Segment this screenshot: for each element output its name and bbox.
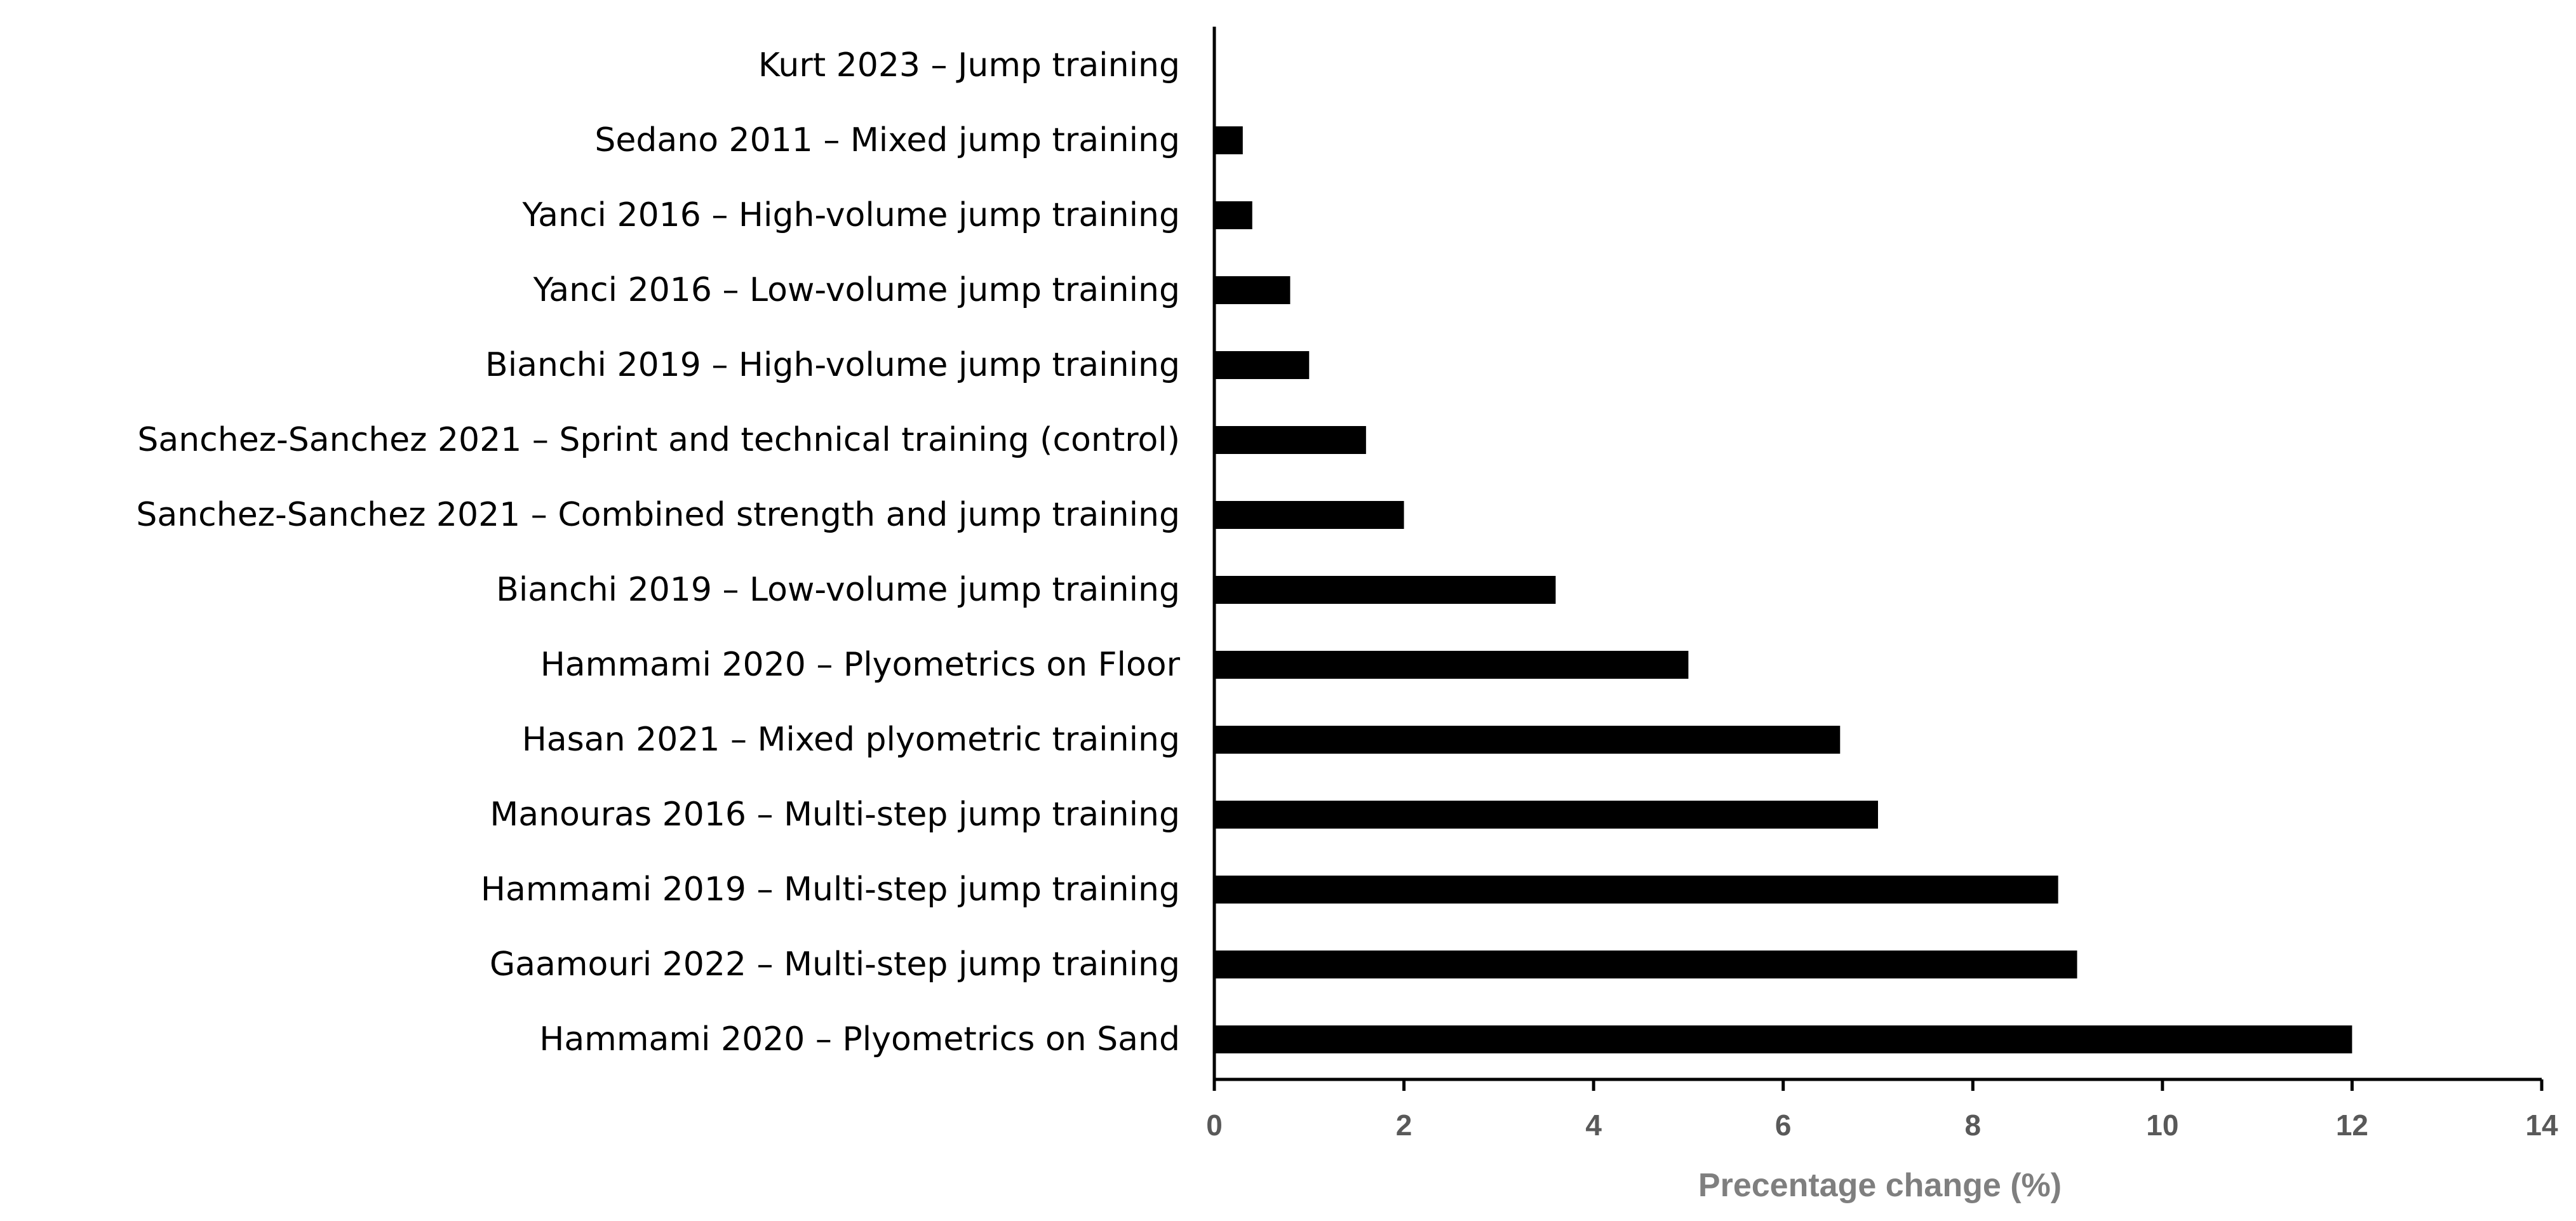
x-tick-labels: 0 2 4 6 8 10 12 14 [1206, 1109, 2558, 1142]
bar [1214, 726, 1841, 754]
bar [1214, 351, 1310, 379]
category-label: Sedano 2011 – Mixed jump training [594, 121, 1180, 159]
category-label: Hasan 2021 – Mixed plyometric training [522, 721, 1180, 759]
x-tick-label: 12 [2336, 1109, 2368, 1142]
category-label: Yanci 2016 – High-volume jump training [522, 196, 1180, 234]
category-label: Hammami 2020 – Plyometrics on Floor [540, 646, 1181, 684]
category-label: Manouras 2016 – Multi-step jump training [490, 796, 1180, 834]
bar [1214, 801, 1878, 829]
bar [1214, 426, 1366, 454]
category-label: Sanchez-Sanchez 2021 – Combined strength… [136, 496, 1180, 534]
category-label: Hammami 2019 – Multi-step jump training [481, 871, 1180, 909]
category-label: Kurt 2023 – Jump training [758, 46, 1180, 84]
category-label: Bianchi 2019 – Low-volume jump training [496, 571, 1180, 609]
bars-group [1214, 126, 2352, 1053]
x-tick-label: 14 [2525, 1109, 2558, 1142]
bar [1214, 651, 1689, 679]
category-label: Yanci 2016 – Low-volume jump training [533, 271, 1180, 309]
category-label: Hammami 2020 – Plyometrics on Sand [539, 1020, 1180, 1058]
x-tick-label: 0 [1206, 1109, 1223, 1142]
x-tick-label: 6 [1775, 1109, 1792, 1142]
x-tick-label: 2 [1396, 1109, 1412, 1142]
bar [1214, 201, 1252, 229]
bar [1214, 126, 1243, 154]
category-labels: Kurt 2023 – Jump training Sedano 2011 – M… [136, 46, 1180, 1058]
x-axis-title: Precentage change (%) [1698, 1167, 2062, 1204]
x-tick-label: 10 [2146, 1109, 2178, 1142]
bar [1214, 576, 1556, 604]
category-label: Gaamouri 2022 – Multi-step jump training [490, 945, 1180, 984]
x-tick-label: 8 [1964, 1109, 1981, 1142]
bar [1214, 876, 2058, 904]
x-tick-marks [1212, 1079, 2544, 1091]
bar [1214, 951, 2077, 978]
bar [1214, 501, 1404, 529]
x-tick-label: 4 [1585, 1109, 1602, 1142]
category-label: Bianchi 2019 – High-volume jump training [485, 346, 1180, 384]
bar [1214, 276, 1291, 304]
category-label: Sanchez-Sanchez 2021 – Sprint and techni… [137, 421, 1180, 459]
bar [1214, 1025, 2352, 1053]
